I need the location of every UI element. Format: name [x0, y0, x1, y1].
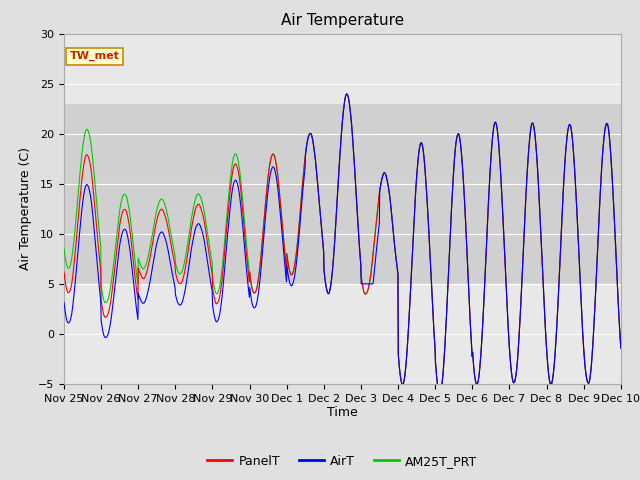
- Text: TW_met: TW_met: [70, 51, 120, 61]
- Title: Air Temperature: Air Temperature: [281, 13, 404, 28]
- Bar: [64, 104, 621, 284]
- X-axis label: Time: Time: [327, 407, 358, 420]
- Y-axis label: Air Temperature (C): Air Temperature (C): [19, 147, 33, 270]
- Legend: PanelT, AirT, AM25T_PRT: PanelT, AirT, AM25T_PRT: [202, 450, 483, 473]
